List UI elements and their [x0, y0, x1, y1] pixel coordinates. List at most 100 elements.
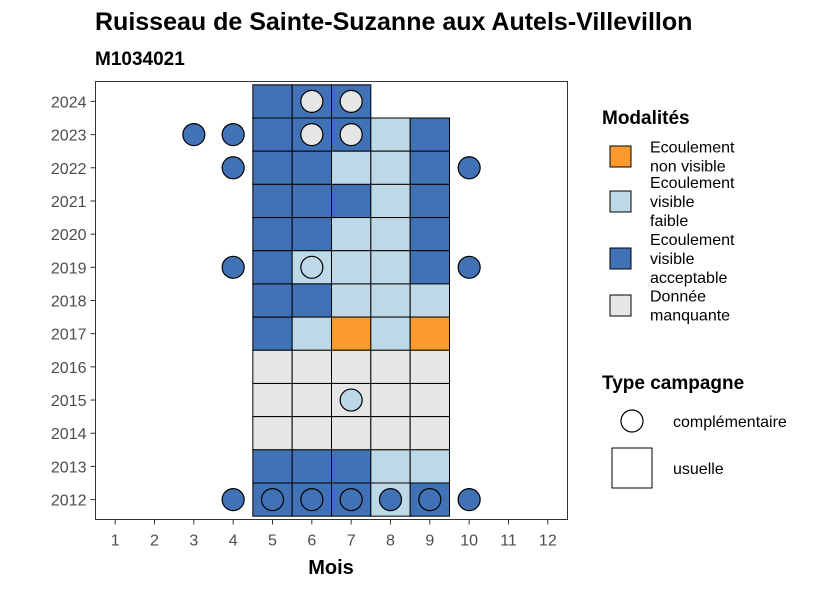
legend-key-swatch [609, 190, 632, 213]
legend-key-swatch [609, 247, 632, 270]
x-axis-title: Mois [308, 557, 354, 579]
tile-2021-6 [291, 183, 332, 219]
tile-2018-5 [252, 283, 293, 318]
tile-2013-7 [331, 449, 372, 484]
tile-2016-8 [370, 349, 411, 384]
tile-2013-6 [291, 449, 332, 484]
tile-2018-6 [291, 283, 332, 318]
x-tick-label: 1 [111, 533, 120, 550]
x-tick-label: 6 [307, 533, 316, 550]
y-tick-label: 2018 [51, 294, 87, 311]
tile-2013-8 [370, 449, 411, 484]
y-tick-label: 2023 [51, 128, 87, 145]
tile-2020-6 [291, 217, 332, 252]
legend-key-swatch [609, 294, 632, 317]
x-tick-label: 2 [150, 533, 159, 550]
point-2012-8 [378, 487, 403, 512]
tile-2014-6 [291, 416, 332, 451]
legend-key-swatch [609, 145, 632, 168]
y-tick-label: 2013 [51, 459, 87, 476]
x-tick-label: 3 [189, 533, 198, 550]
tile-2023-9 [409, 117, 450, 152]
tile-2016-9 [409, 349, 450, 384]
y-tick-label: 2019 [51, 260, 87, 277]
tile-2020-9 [409, 217, 450, 252]
y-tick-label: 2012 [51, 493, 87, 510]
tile-2017-6 [291, 316, 332, 351]
tile-2013-9 [409, 449, 450, 484]
legend-key-label: Donnée [650, 289, 706, 306]
tile-2013-5 [252, 449, 293, 484]
point-2015-7 [339, 388, 363, 412]
point-2024-6 [300, 89, 324, 114]
tile-2015-8 [370, 382, 411, 418]
legend-key-label: Ecoulement [650, 140, 735, 157]
legend-key-label: acceptable [650, 270, 727, 287]
point-2012-9 [418, 487, 442, 512]
point-2022-10 [457, 156, 481, 180]
tile-2014-7 [331, 416, 372, 451]
tile-2015-5 [252, 382, 293, 418]
point-2019-4 [221, 255, 245, 279]
tile-2020-8 [370, 217, 411, 252]
y-tick-label: 2016 [51, 360, 87, 377]
tile-2022-6 [291, 150, 332, 185]
x-tick-label: 5 [268, 533, 277, 550]
tile-2020-5 [252, 217, 293, 252]
usuelle-tiles [252, 84, 450, 517]
y-tick-label: 2022 [51, 161, 87, 178]
point-2023-4 [221, 122, 245, 147]
tile-2017-9 [409, 316, 450, 351]
legend-key-label: Ecoulement [650, 175, 735, 192]
legend-title-modalites: Modalités [602, 108, 690, 129]
tile-2022-5 [252, 150, 293, 185]
x-tick-label: 11 [500, 533, 517, 550]
y-tick-label: 2017 [51, 327, 87, 344]
chart-subtitle: M1034021 [95, 49, 185, 70]
y-tick-label: 2015 [51, 393, 87, 410]
legend-campagne-label: complémentaire [673, 414, 787, 431]
point-2012-7 [339, 487, 363, 512]
point-2012-4 [221, 487, 245, 512]
chart-title: Ruisseau de Sainte-Suzanne aux Autels-Vi… [95, 8, 692, 36]
tile-2019-9 [409, 250, 450, 285]
tile-2018-7 [331, 283, 372, 318]
x-tick-label: 9 [425, 533, 434, 550]
point-2022-4 [221, 156, 245, 180]
y-tick-label: 2021 [51, 194, 87, 211]
y-axis: 2012 2013 2014 2015 2016 2017 2018 2019 2020 2021… [51, 94, 96, 510]
legend-square-symbol [611, 447, 653, 489]
tile-2019-7 [331, 250, 372, 285]
y-tick-label: 2024 [51, 94, 87, 111]
tile-2021-8 [370, 183, 411, 219]
tile-2022-7 [331, 150, 372, 185]
tile-2021-5 [252, 183, 293, 219]
point-2012-6 [300, 487, 324, 512]
tile-2024-5 [252, 84, 293, 119]
tile-2022-9 [409, 150, 450, 185]
x-tick-label: 12 [539, 533, 557, 550]
legend-key-label: Ecoulement [650, 232, 735, 249]
tile-2022-8 [370, 150, 411, 185]
legend-key-label: faible [650, 213, 688, 230]
x-tick-label: 4 [229, 533, 238, 550]
y-tick-label: 2020 [51, 227, 87, 244]
x-axis: 1 2 3 4 5 6 7 8 9 10 11 12 [111, 519, 557, 550]
tile-2018-9 [409, 283, 450, 318]
legend-title-campagne: Type campagne [602, 373, 744, 394]
tile-2016-5 [252, 349, 293, 384]
point-2012-10 [457, 487, 481, 512]
tile-2017-7 [331, 316, 372, 351]
point-2023-7 [339, 122, 363, 147]
x-tick-label: 10 [460, 533, 478, 550]
legend-campagne: complémentaire usuelle [611, 409, 787, 489]
tile-2014-5 [252, 416, 293, 451]
tile-2015-9 [409, 382, 450, 418]
legend-campagne-label: usuelle [673, 461, 724, 478]
legend-key-label: non visible [650, 159, 726, 176]
tile-2021-7 [331, 183, 372, 219]
tile-2016-6 [291, 349, 332, 384]
